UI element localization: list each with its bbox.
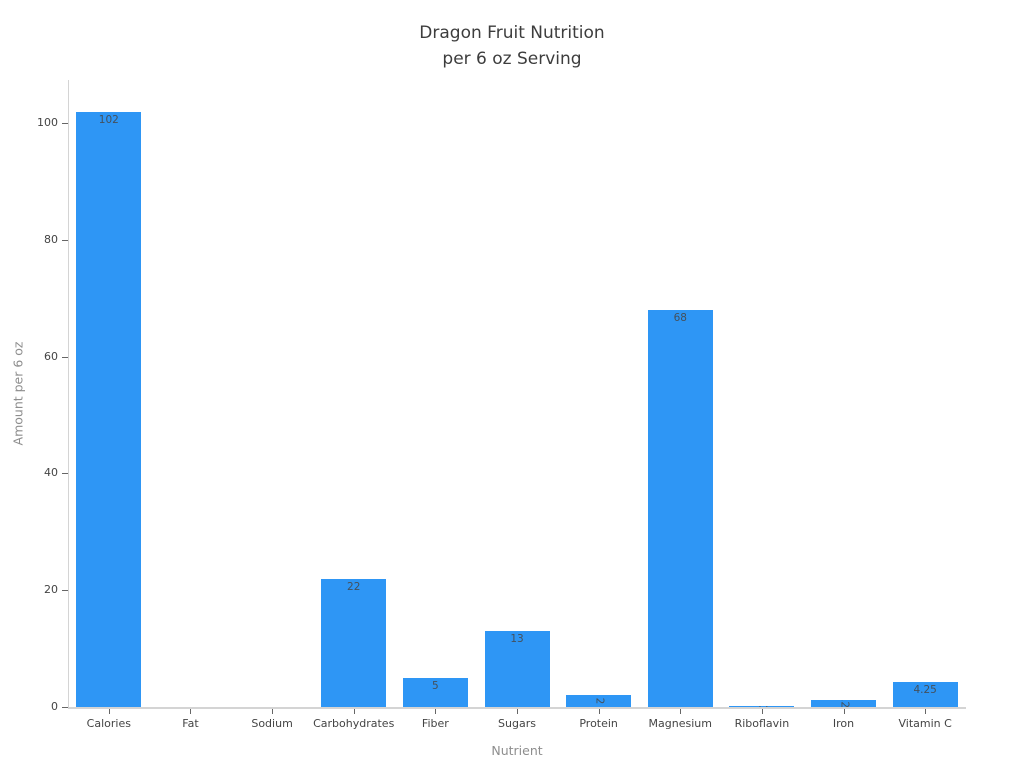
bar-value-label: 0.17	[756, 706, 768, 707]
x-axis-line	[68, 707, 966, 709]
y-tick-mark	[62, 473, 68, 475]
x-tick-label: Carbohydrates	[313, 717, 395, 730]
y-tick-label: 80	[44, 232, 58, 246]
y-axis-line	[68, 80, 69, 707]
y-tick-mark	[62, 590, 68, 592]
x-tick-mark	[190, 709, 192, 714]
bar-magnesium: 68	[647, 310, 713, 707]
x-tick-mark	[925, 709, 927, 714]
x-tick-mark	[108, 709, 110, 714]
y-tick-label: 40	[44, 466, 58, 480]
bar-value-label: 1.26	[838, 700, 850, 707]
x-tick-mark	[761, 709, 763, 714]
y-tick-mark	[62, 123, 68, 125]
bar-value-label: 13	[510, 633, 524, 646]
x-tick-mark	[843, 709, 845, 714]
y-tick-label: 60	[44, 349, 58, 363]
x-tick-mark	[353, 709, 355, 714]
bar-vitamin-c: 4.25	[892, 682, 958, 707]
y-tick-label: 0	[51, 700, 58, 713]
bar-value-label: 102	[98, 113, 119, 126]
bar-value-label: 4.25	[913, 684, 937, 697]
bar-value-label: 5	[432, 679, 439, 692]
bar-value-label: 68	[673, 312, 687, 325]
x-tick-label: Vitamin C	[898, 717, 952, 730]
x-tick-mark	[272, 709, 274, 714]
bar-sugars: 13	[484, 631, 550, 707]
bar-riboflavin: 0.17	[729, 706, 795, 707]
y-tick-label: 100	[37, 116, 58, 130]
y-tick-mark	[62, 707, 68, 708]
x-tick-mark	[680, 709, 682, 714]
bar-calories: 102	[76, 111, 142, 707]
x-tick-label: Sugars	[498, 717, 536, 730]
chart-title: Dragon Fruit Nutrition per 6 oz Serving	[0, 20, 1024, 72]
y-tick-mark	[62, 356, 68, 358]
bar-carbohydrates: 22	[321, 578, 387, 707]
y-tick-label: 20	[44, 583, 58, 597]
x-tick-label: Sodium	[251, 717, 293, 730]
x-tick-mark	[598, 709, 600, 714]
bar-value-label: 22	[347, 580, 361, 593]
x-tick-label: Riboflavin	[734, 717, 790, 730]
chart-title-line2: per 6 oz Serving	[442, 49, 582, 69]
x-tick-label: Iron	[832, 717, 855, 730]
bar-protein: 2	[566, 695, 632, 707]
chart-title-line1: Dragon Fruit Nutrition	[419, 23, 605, 43]
x-tick-label: Magnesium	[648, 717, 712, 730]
y-tick-mark	[62, 239, 68, 241]
y-axis-title: Amount per 6 oz	[10, 341, 26, 446]
x-tick-label: Fiber	[421, 717, 449, 730]
x-tick-label: Fat	[182, 717, 199, 730]
x-tick-label: Calories	[86, 717, 131, 730]
bar-iron: 1.26	[811, 699, 877, 707]
bar-value-label: 2	[593, 697, 606, 705]
x-axis-title: Nutrient	[491, 743, 543, 758]
x-tick-mark	[435, 709, 437, 714]
bar-fiber: 5	[402, 677, 468, 707]
x-tick-label: Protein	[579, 717, 618, 730]
x-tick-mark	[517, 709, 518, 714]
